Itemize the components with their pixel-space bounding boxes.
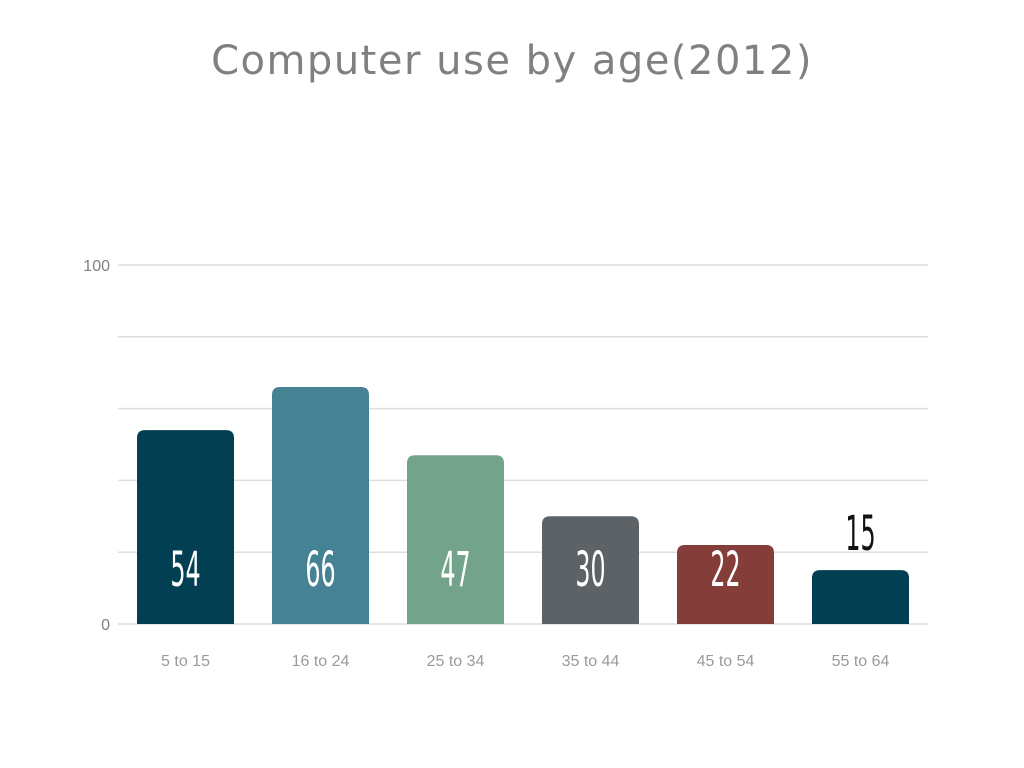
bar-16-to-24 bbox=[272, 387, 369, 624]
bars bbox=[137, 387, 909, 624]
data-labels: 54 66 47 30 22 15 bbox=[170, 507, 875, 599]
x-tick-label: 45 to 54 bbox=[697, 653, 755, 670]
data-label: 54 bbox=[170, 543, 200, 599]
data-label: 22 bbox=[710, 543, 740, 599]
x-axis-labels: 5 to 15 16 to 24 25 to 34 35 to 44 45 to 54 5… bbox=[161, 653, 889, 670]
y-tick-label: 100 bbox=[83, 258, 110, 275]
chart-title: Computer use by age(2012) bbox=[211, 38, 813, 84]
bar-45-to-54 bbox=[677, 545, 774, 624]
x-tick-label: 5 to 15 bbox=[161, 653, 210, 670]
bar-35-to-44 bbox=[542, 516, 639, 624]
x-tick-label: 16 to 24 bbox=[292, 653, 350, 670]
bar-55-to-64 bbox=[812, 570, 909, 624]
data-label: 47 bbox=[440, 543, 470, 599]
gridlines bbox=[118, 264, 928, 625]
y-tick-label: 0 bbox=[101, 617, 110, 634]
x-tick-label: 55 to 64 bbox=[832, 653, 890, 670]
data-label: 30 bbox=[575, 543, 605, 599]
x-tick-label: 35 to 44 bbox=[562, 653, 620, 670]
y-axis-ticks: 0 100 bbox=[83, 258, 110, 634]
data-label: 66 bbox=[305, 543, 335, 599]
data-label: 15 bbox=[845, 507, 875, 563]
x-tick-label: 25 to 34 bbox=[427, 653, 485, 670]
bar-5-to-15 bbox=[137, 430, 234, 624]
bar-25-to-34 bbox=[407, 455, 504, 624]
